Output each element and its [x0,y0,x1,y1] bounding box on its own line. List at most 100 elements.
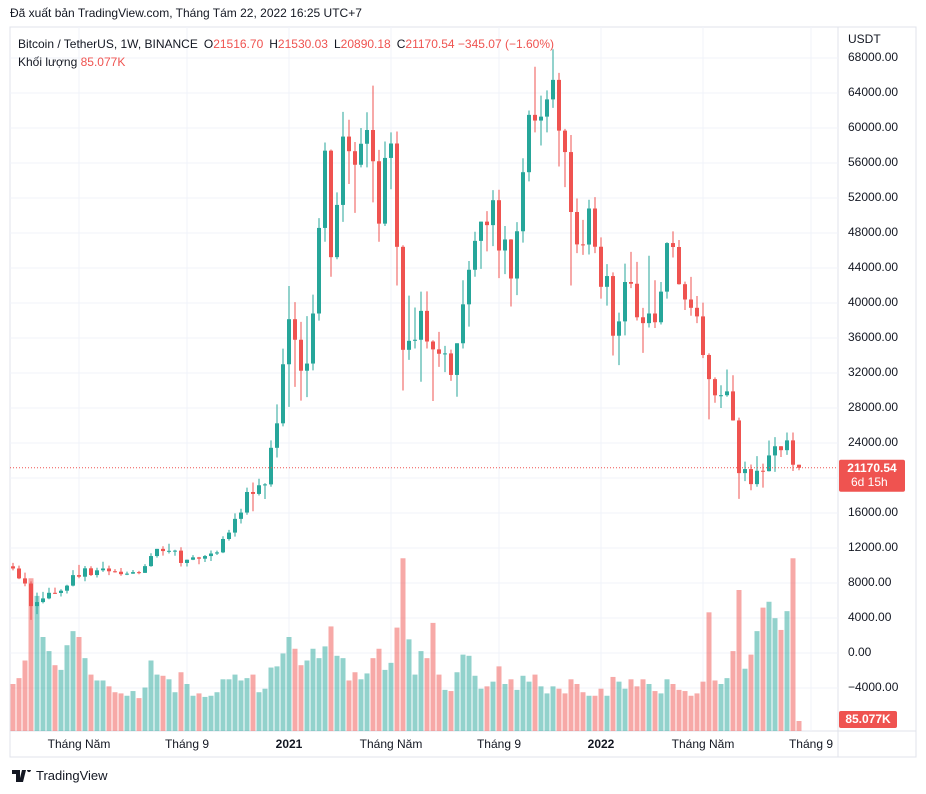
candle-body [221,538,225,553]
candle-body [83,568,87,577]
volume-bar [754,631,760,731]
volume-bar [268,667,274,731]
candle-body [449,353,453,375]
volume-bar [634,686,640,731]
volume-bar [358,679,364,731]
x-tick-label: 2021 [276,737,303,751]
candle-body [65,585,69,591]
candle-body [575,212,579,245]
volume-line: Khối lượng 85.077K [18,53,554,71]
published-note: Đã xuất bản TradingView.com, Tháng Tám 2… [10,6,362,20]
volume-bar [34,595,40,731]
candle-body [293,319,297,340]
volume-bar [310,648,316,731]
volume-bar [352,672,358,731]
volume-bar [178,672,184,731]
candle-body [731,391,735,421]
candle-body [485,221,489,226]
volume-bar [640,679,646,731]
volume-bar [304,660,310,731]
candle-body [197,557,201,559]
candle-body [17,568,21,579]
x-tick-label: 2022 [588,737,615,751]
volume-bar [586,695,592,731]
volume-bar [418,651,424,731]
candle-body [557,79,561,131]
volume-bar [340,658,346,731]
volume-bar [364,673,370,731]
volume-bar [676,689,682,731]
candle-body [533,114,537,121]
volume-bar [298,665,304,731]
volume-bar [556,688,562,731]
candle-body [587,208,591,245]
volume-bar [238,680,244,731]
candle-body [281,364,285,424]
candle-body [371,130,375,162]
candle-body [119,571,123,575]
candle-body [323,150,327,228]
ohlc-key: H [269,37,278,51]
volume-bar [712,680,718,731]
volume-bar [280,653,286,731]
volume-title: Khối lượng [18,55,78,69]
candle-body [263,484,267,486]
candle-body [299,339,303,371]
x-tick-label: Tháng 9 [789,737,833,751]
candle-body [113,571,117,573]
candle-body [689,299,693,308]
candle-body [443,353,447,355]
volume-value: 85.077K [80,55,126,69]
volume-bar [700,681,706,731]
volume-bar [538,686,544,731]
candle-body [143,566,147,573]
y-tick-label: 68000.00 [848,50,898,64]
volume-bar [514,689,520,731]
candle-body [761,470,765,472]
volume-bar [154,674,160,731]
legend: Bitcoin / TetherUS, 1W, BINANCE O21516.70… [18,35,554,71]
volume-bar [442,689,448,731]
candle-body [635,283,639,318]
candle-body [551,79,555,100]
volume-bar [322,646,328,731]
volume-bar [730,651,736,731]
candle-body [641,317,645,324]
volume-bar [118,693,124,731]
candle-body [233,518,237,533]
candle-body [791,440,795,465]
volume-bar [598,688,604,731]
volume-bar [472,675,478,731]
candle-body [107,568,111,572]
candle-body [95,570,99,576]
candle-body [593,208,597,247]
candle-body [653,313,657,323]
candle-body [515,231,519,279]
volume-bar [508,679,514,731]
volume-bar [256,692,262,731]
ohlc-value: 21530.03 [277,37,328,51]
candle-body [437,349,441,354]
y-tick-label: 48000.00 [848,225,898,239]
volume-bar [160,675,166,731]
volume-bar [376,648,382,731]
candle-body [167,550,171,552]
candle-body [581,244,585,246]
volume-bar [796,721,802,731]
change: −345.07 (−1.60%) [457,37,554,51]
volume-bar [622,688,628,731]
candle-body [413,339,417,341]
candle-body [749,469,753,485]
volume-bar [226,679,232,731]
candle-body [251,492,255,494]
candle-body [347,136,351,152]
volume-bar [70,631,76,731]
volume-bar [424,658,430,731]
volume-bar [664,679,670,731]
volume-bar [142,687,148,731]
ohlc-key: C [396,37,406,51]
candle-body [545,99,549,117]
candle-body [383,157,387,224]
candle-body [743,469,747,474]
